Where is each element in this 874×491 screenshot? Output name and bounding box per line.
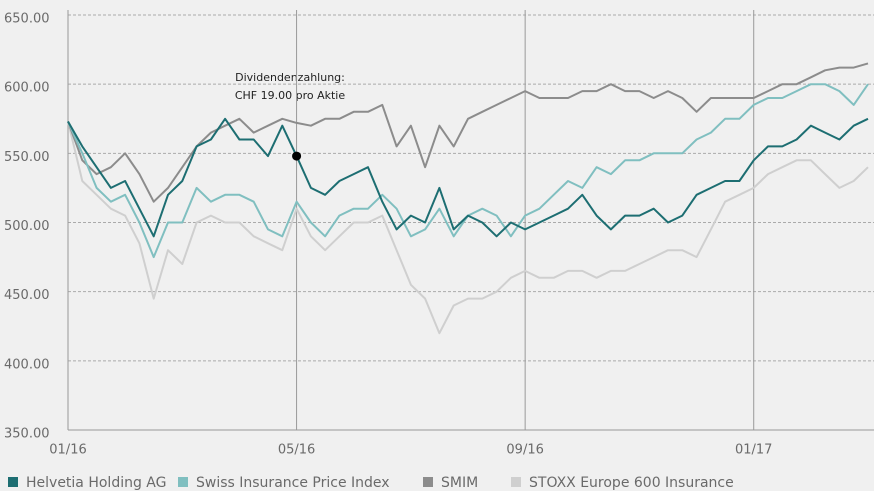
annotation-dot [292, 151, 302, 161]
y-tick-label: 650.00 [4, 12, 50, 27]
y-tick-label: 400.00 [4, 357, 50, 372]
legend-label: Swiss Insurance Price Index [196, 475, 390, 491]
legend-label: STOXX Europe 600 Insurance [529, 475, 734, 491]
y-tick-label: 500.00 [4, 219, 50, 234]
line [67, 83, 869, 259]
x-tick-label: 01/17 [735, 443, 772, 458]
legend-swatch [423, 477, 433, 487]
legend-swatch [511, 477, 521, 487]
annotation: Dividendenzahlung: [235, 71, 345, 84]
x-tick-label: 01/16 [49, 443, 86, 458]
y-tick-label: 550.00 [4, 150, 50, 165]
y-tick-label: 600.00 [4, 81, 50, 96]
line [67, 121, 869, 335]
legend-swatch [8, 477, 18, 487]
y-tick-label: 350.00 [4, 427, 50, 442]
annotation: CHF 19.00 pro Aktie [235, 89, 346, 102]
line [67, 62, 869, 203]
line [67, 117, 869, 238]
y-tick-label: 450.00 [4, 288, 50, 303]
x-tick-label: 09/16 [506, 443, 543, 458]
legend-label: Helvetia Holding AG [26, 475, 167, 491]
legend-label: SMIM [441, 475, 478, 491]
x-tick-label: 05/16 [278, 443, 315, 458]
legend-swatch [178, 477, 188, 487]
